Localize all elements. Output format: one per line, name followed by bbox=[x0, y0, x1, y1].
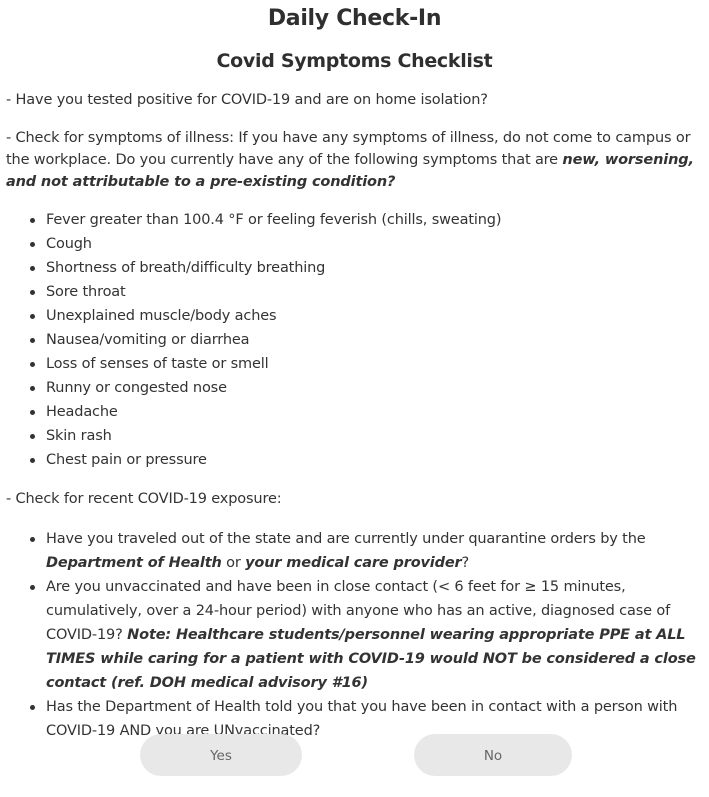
exposure-item-travel: Have you traveled out of the state and a… bbox=[30, 527, 700, 575]
symptom-item: Unexplained muscle/body aches bbox=[30, 305, 700, 329]
symptom-item: Shortness of breath/difficulty breathing bbox=[30, 257, 700, 281]
close-contact-note: Note: Healthcare students/personnel wear… bbox=[46, 627, 696, 691]
travel-end: ? bbox=[461, 555, 470, 571]
symptom-item: Skin rash bbox=[30, 425, 700, 449]
symptom-item: Runny or congested nose bbox=[30, 377, 700, 401]
symptoms-question: - Check for symptoms of illness: If you … bbox=[6, 127, 696, 193]
travel-provider: your medical care provider bbox=[245, 555, 462, 571]
symptom-item: Sore throat bbox=[30, 281, 700, 305]
symptom-item: Chest pain or pressure bbox=[30, 449, 700, 473]
travel-text: Have you traveled out of the state and a… bbox=[46, 531, 646, 547]
symptom-item: Headache bbox=[30, 401, 700, 425]
no-button[interactable]: No bbox=[414, 734, 572, 776]
page-subtitle: Covid Symptoms Checklist bbox=[216, 50, 493, 72]
symptom-item: Nausea/vomiting or diarrhea bbox=[30, 329, 700, 353]
symptom-item: Fever greater than 100.4 °F or feeling f… bbox=[30, 209, 700, 233]
home-isolation-question: - Have you tested positive for COVID-19 … bbox=[6, 92, 488, 108]
travel-or: or bbox=[221, 555, 246, 571]
symptoms-list: Fever greater than 100.4 °F or feeling f… bbox=[30, 209, 700, 473]
symptom-item: Cough bbox=[30, 233, 700, 257]
symptoms-question-emphasis: new, worsening, and not attributable to … bbox=[6, 152, 694, 190]
exposure-item-doh-contact: Has the Department of Health told you th… bbox=[30, 695, 700, 743]
exposure-item-close-contact: Are you unvaccinated and have been in cl… bbox=[30, 575, 700, 695]
exposure-question: - Check for recent COVID-19 exposure: bbox=[6, 491, 282, 507]
travel-doh: Department of Health bbox=[46, 555, 222, 571]
symptom-item: Loss of senses of taste or smell bbox=[30, 353, 700, 377]
close-contact-text: Are you unvaccinated and have been in cl… bbox=[46, 579, 671, 643]
yes-button[interactable]: Yes bbox=[140, 734, 302, 776]
page-title: Daily Check-In bbox=[267, 6, 442, 31]
exposure-list: Have you traveled out of the state and a… bbox=[30, 527, 700, 743]
symptoms-question-text: - Check for symptoms of illness: If you … bbox=[6, 130, 691, 168]
